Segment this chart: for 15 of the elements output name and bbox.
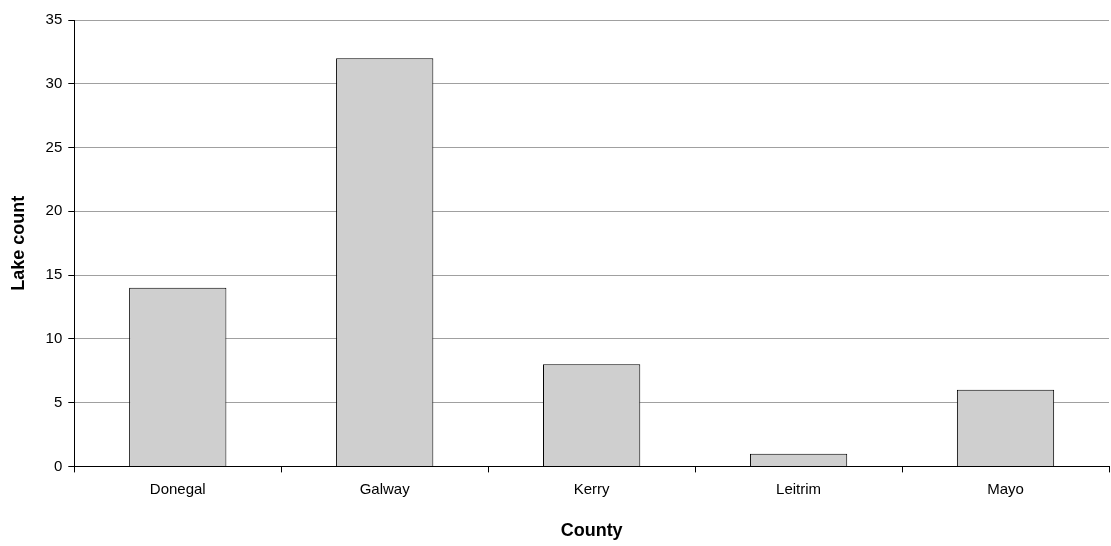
y-tick-label: 30 xyxy=(45,73,63,91)
y-tick-label: 0 xyxy=(53,456,63,474)
y-tick-label: 35 xyxy=(45,10,63,28)
y-tick-label: 15 xyxy=(45,265,63,283)
x-tick-label: Mayo xyxy=(987,479,1024,497)
x-tick-label: Kerry xyxy=(573,479,611,497)
y-tick-label: 25 xyxy=(45,137,63,155)
x-tick-label: Galway xyxy=(359,479,411,497)
y-tick-label: 20 xyxy=(45,201,63,219)
x-tick-label: Leitrim xyxy=(776,479,822,497)
y-tick-label: 5 xyxy=(53,392,63,410)
x-axis-title: County xyxy=(560,520,623,541)
y-tick-label: 10 xyxy=(45,329,63,346)
y-axis-title: Lake count xyxy=(7,195,28,291)
x-tick-label: Donegal xyxy=(149,479,206,497)
